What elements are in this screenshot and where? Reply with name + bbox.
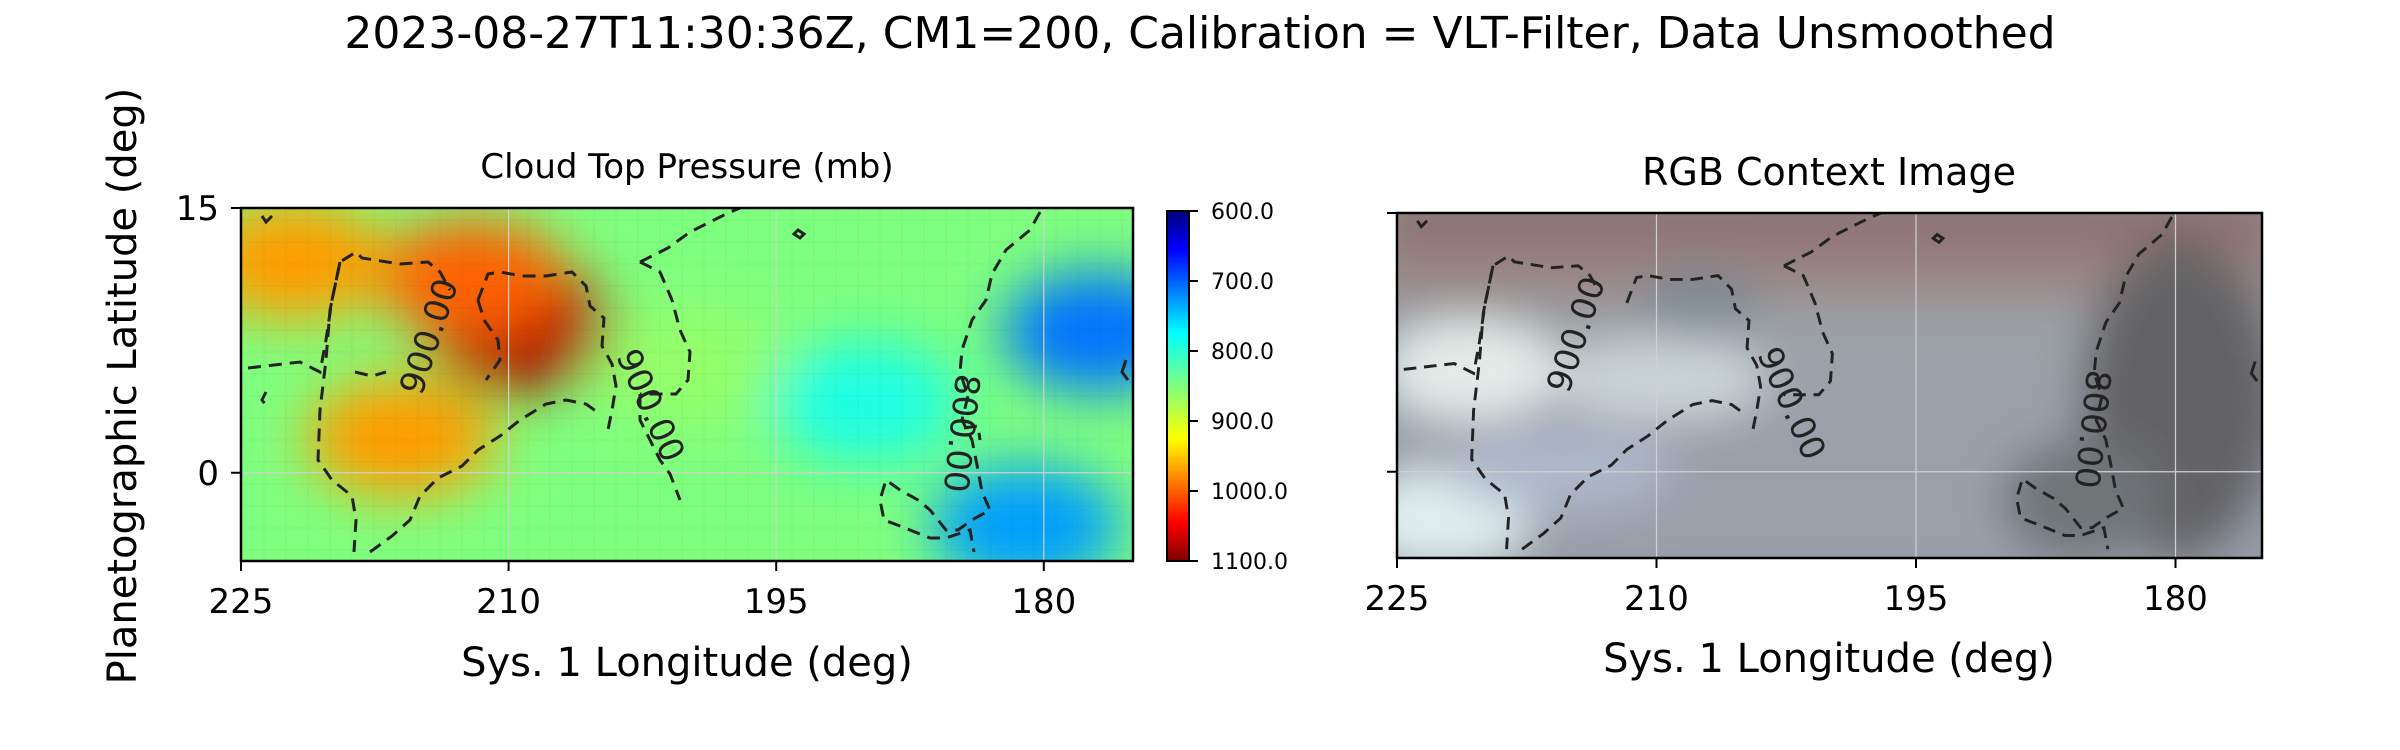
pressure-colorbar: 600.0 700.0 800.0 900.0 1000.0 1100.0 (1166, 200, 1288, 575)
pressure-map-xlabel: Sys. 1 Longitude (deg) (461, 640, 913, 686)
rgb-contour-900-north-ext (1783, 213, 1882, 268)
rgb-context-axes: 225 210 195 180 (1365, 212, 2208, 619)
colorbar-tick-label: 600.0 (1211, 200, 1274, 225)
pressure-map-contours (247, 208, 1130, 554)
rgb-contour-900-west-lower (1470, 265, 1510, 550)
contour-isolated-b (791, 228, 807, 240)
pressure-map-ytick-label: 0 (197, 454, 219, 494)
colorbar-tick-label: 700.0 (1211, 270, 1274, 295)
rgb-dark-southeast (2000, 440, 2160, 558)
rgb-contour-900-north (1783, 264, 1834, 397)
pressure-map-xtick-label: 210 (476, 582, 541, 622)
contour-900-west-notch (354, 370, 387, 378)
colorbar-tick-label: 1000.0 (1211, 480, 1288, 505)
pressure-map-pixel-texture (241, 208, 1133, 561)
rgb-blue-south (1450, 430, 1670, 510)
pressure-map-axes: 225 210 195 180 15 0 (176, 189, 1077, 622)
contour-isolated-d (260, 391, 270, 409)
rgb-context-image (1397, 213, 2262, 558)
rgb-context-xtick-label: 195 (1884, 579, 1949, 619)
rgb-context-panel: RGB Context Image (1365, 150, 2264, 682)
contour-900-central-inner (476, 299, 502, 381)
pressure-map-panel: Cloud Top Pressure (mb) (100, 88, 1288, 686)
contour-900-central (476, 270, 618, 431)
pressure-map-xtick-label: 195 (744, 582, 809, 622)
pressure-map-ylabel: Planetographic Latitude (deg) (100, 88, 146, 685)
colorbar-tick-label: 900.0 (1211, 410, 1274, 435)
pressure-map-xtick-label: 225 (209, 582, 274, 622)
contour-800-wiggle (963, 424, 982, 441)
rgb-context-contours (1403, 213, 2259, 551)
rgb-context-frame (1395, 211, 2264, 560)
rgb-contour-900-central (1625, 273, 1763, 431)
colorbar-gradient (1166, 210, 1190, 562)
contour-900-west-lower (316, 261, 358, 553)
figure-title: 2023-08-27T11:30:36Z, CM1=200, Calibrati… (344, 8, 2055, 59)
rgb-context-xtick-label: 180 (2143, 579, 2208, 619)
contour-900-north-ext (639, 208, 741, 264)
rgb-context-xtick-label: 210 (1624, 579, 1689, 619)
contour-isolated-a (260, 214, 274, 225)
pressure-map-xtick-label: 180 (1011, 582, 1076, 622)
rgb-context-grid (1397, 213, 2262, 558)
contour-900-south (369, 398, 601, 554)
rgb-contour-900-south (1521, 399, 1746, 551)
pressure-map-grid (241, 208, 1133, 561)
rgb-contour-900-west (1403, 254, 1601, 376)
contour-isolated-c (1120, 359, 1130, 381)
pressure-map-frame (239, 206, 1135, 563)
rgb-contour-isolated-b (1930, 232, 1946, 245)
rgb-contour-isolated-a (1416, 219, 1429, 229)
rgb-context-xlabel: Sys. 1 Longitude (deg) (1603, 636, 2055, 682)
pressure-map-ytick-label: 15 (176, 189, 219, 229)
contour-900-west (247, 250, 452, 375)
pressure-map-title: Cloud Top Pressure (mb) (480, 147, 893, 187)
contour-900-north (639, 260, 692, 396)
colorbar-tick-label: 1100.0 (1211, 550, 1288, 575)
contour-900-east (638, 394, 682, 501)
rgb-context-xtick-label: 225 (1365, 579, 1430, 619)
rgb-context-title: RGB Context Image (1642, 150, 2016, 194)
colorbar-ticks: 600.0 700.0 800.0 900.0 1000.0 1100.0 (1189, 200, 1288, 575)
rgb-dark-north (1640, 270, 1760, 330)
colorbar-tick-label: 800.0 (1211, 340, 1274, 365)
rgb-contour-isolated-c (2249, 361, 2259, 382)
